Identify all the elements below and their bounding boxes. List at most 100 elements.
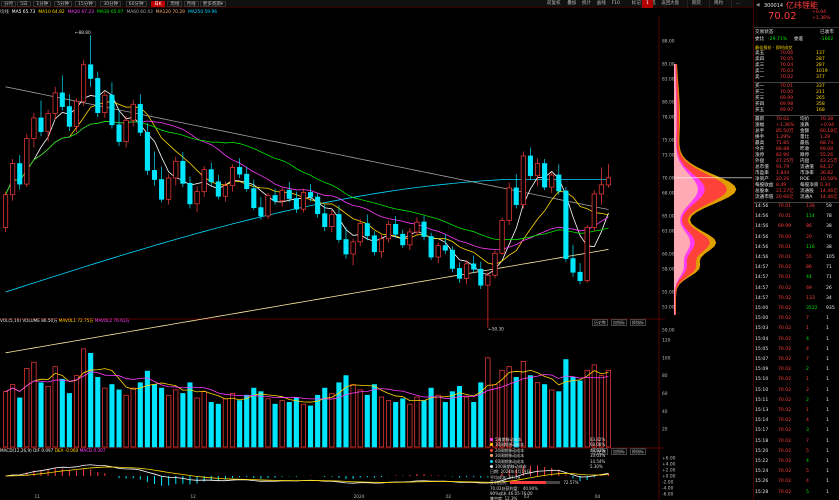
stat-label: 涨跌	[800, 123, 810, 128]
bid-price[interactable]: 69.97	[780, 108, 794, 113]
candle-body	[421, 221, 427, 237]
x-axis-label-2: 2024	[354, 494, 365, 499]
candle-body	[350, 241, 356, 255]
ask-price[interactable]: 70.06	[780, 51, 794, 56]
high-annotation: ←88.80	[75, 30, 91, 35]
ma20-line	[5, 120, 609, 250]
volume-bar	[244, 394, 250, 448]
bid-price[interactable]: 69.99	[780, 96, 794, 101]
tick-volume: 7	[806, 438, 809, 444]
back-arrow-icon[interactable]: ◀	[756, 3, 760, 8]
candle-body	[208, 169, 214, 183]
y-axis-label-0: 88.00	[662, 39, 675, 45]
period-tab-3[interactable]: 5分钟	[54, 1, 73, 7]
tick-time: 14:57	[755, 295, 769, 301]
tick-time: 14:56	[755, 255, 769, 260]
y-axis-label-5: 75.00	[662, 138, 675, 144]
ma-legend-item-0: 均线	[0, 10, 9, 15]
cost-row-label: 100周期移动成本	[495, 464, 527, 470]
period-tab-0[interactable]: 分时	[1, 1, 16, 7]
candle-body	[464, 263, 470, 279]
tick-time: 14:57	[755, 285, 769, 291]
ask-price[interactable]: 70.03	[780, 69, 794, 74]
period-tab-4[interactable]: 15分钟	[75, 1, 96, 7]
tick-count: 1	[826, 326, 829, 332]
stat-value: 68.74	[820, 141, 834, 146]
bid-price[interactable]: 69.98	[780, 102, 794, 107]
toolbar-item-0[interactable]: 前复权	[547, 1, 561, 6]
ask-price[interactable]: 70.02	[780, 75, 794, 80]
toolbar-item-5[interactable]: 标记	[631, 1, 641, 6]
volume-bar	[577, 380, 583, 448]
period-tab-1[interactable]: 5日	[17, 1, 31, 7]
stat-value: +1.36%	[776, 123, 795, 128]
toolbar-right-2[interactable]: 简约	[709, 0, 727, 8]
macd-switch-indicator-button[interactable]: 换指标	[630, 448, 646, 455]
account-badge[interactable]: 1	[641, 0, 653, 8]
tick-time: 14:56	[755, 204, 769, 209]
candle-body	[357, 223, 363, 243]
candle-body	[570, 258, 576, 273]
toolbar-right-0[interactable]: 大盘	[665, 0, 683, 8]
bid-price[interactable]: 70.00	[780, 90, 794, 95]
toolbar-item-1[interactable]: 叠加	[567, 1, 577, 6]
cost-row-value: 68.08%	[590, 442, 606, 448]
candle-body	[605, 177, 612, 186]
kline-chart[interactable]: 88.00 85.00 83.00 80.00 78.00 75.00 73.00 70.00…	[0, 16, 753, 500]
stat-value: +0.94	[820, 123, 835, 128]
period-tab-6[interactable]: 60分钟	[125, 1, 147, 7]
volume-bar	[300, 403, 307, 448]
tick-price: 70.02	[778, 408, 792, 413]
macd-add-indicator-button[interactable]: 加指标	[611, 448, 627, 455]
candle-body	[45, 113, 51, 132]
ma-legend-item-6: MA120 70.29	[155, 10, 185, 15]
volume-bar	[336, 382, 342, 448]
bid-price[interactable]: 70.01	[780, 84, 794, 89]
tick-volume: 7	[806, 316, 809, 322]
tick-price: 70.02	[778, 367, 792, 373]
toolbar-item-2[interactable]: 统计	[582, 1, 591, 6]
toolbar-item-4[interactable]: F10	[611, 1, 620, 6]
volume-bar	[137, 382, 143, 448]
tick-price: 70.02	[778, 469, 792, 475]
ask-price[interactable]: 70.04	[780, 63, 794, 68]
ask-price[interactable]: 70.05	[780, 57, 794, 62]
period-tab-10[interactable]: 更多周期▾	[199, 1, 227, 7]
tick-price: 70.02	[778, 295, 792, 301]
volume-bar	[272, 403, 278, 448]
y-axis-label-14: 53.00	[662, 305, 675, 311]
period-tab-9[interactable]: 月线	[183, 1, 199, 7]
period-tab-2[interactable]: 1分钟	[33, 1, 52, 7]
tick-volume: 1	[806, 408, 809, 413]
volume-bar	[17, 397, 23, 448]
tick-count: 26	[826, 285, 832, 291]
period-tab-5[interactable]: 30分钟	[100, 1, 122, 7]
period-tab-8[interactable]: 周线	[167, 1, 183, 7]
period-tab-7[interactable]: 日K	[151, 1, 165, 7]
toolbar-item-3[interactable]: 画线	[596, 1, 606, 6]
vol-switch-indicator-button[interactable]: 换指标	[630, 319, 646, 326]
stat-value: 47.25万	[776, 159, 794, 164]
tick-count: 935	[826, 306, 835, 311]
stat-value: 70.02	[776, 117, 790, 122]
x-axis-label-1: 12	[191, 494, 197, 499]
candle-body	[52, 92, 58, 114]
tick-count: 1	[826, 316, 829, 322]
tick-time: 15:03	[755, 326, 769, 332]
candle-body	[414, 221, 420, 233]
tick-time: 14:56	[755, 214, 769, 220]
volume-ma10-line	[5, 371, 609, 400]
toolbar-right-1[interactable]: 期货	[687, 0, 705, 8]
volume-bar	[229, 393, 236, 448]
vol-history-button[interactable]: 历史数	[592, 319, 608, 326]
toolbar-right-3[interactable]: …	[731, 0, 745, 8]
candle-body	[478, 268, 484, 286]
macd-history-button[interactable]: 历史数	[592, 448, 608, 455]
volume-bar	[485, 357, 491, 448]
volume-bar	[24, 368, 30, 448]
volume-bar	[414, 396, 420, 448]
vol-add-indicator-button[interactable]: 加指标	[611, 319, 627, 326]
volume-bar	[279, 400, 285, 448]
candle-body	[534, 163, 541, 177]
macd-axis-label-2: +2.00	[662, 468, 676, 474]
